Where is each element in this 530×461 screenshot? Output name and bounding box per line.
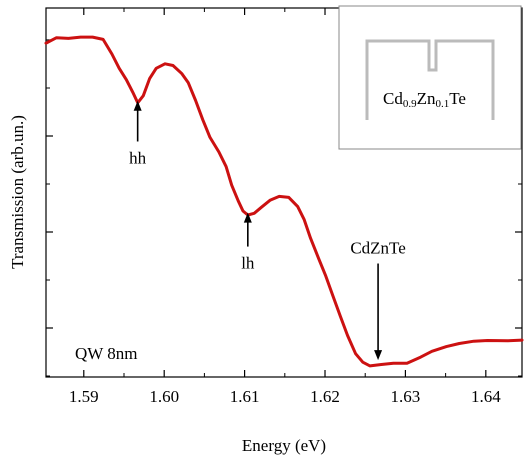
plot-frame (45, 7, 523, 378)
annotation-label: hh (129, 148, 147, 167)
x-axis-label: Energy (eV) (242, 436, 326, 455)
x-tick-label: 1.60 (149, 387, 179, 406)
inner-label: QW 8nm (75, 344, 138, 363)
x-tick-label: 1.63 (391, 387, 421, 406)
x-tick-label: 1.62 (310, 387, 340, 406)
quantum-well-profile (365, 39, 495, 120)
annotation-label: lh (241, 254, 255, 273)
annotation-arrow-head (133, 100, 142, 111)
inset-box: Cd0.9Zn0.1Te (338, 5, 522, 150)
annotation-arrow-head (374, 350, 383, 361)
x-tick-label: 1.61 (230, 387, 260, 406)
y-axis-label: Transmission (arb.un.) (8, 115, 27, 269)
transmission-series-line (44, 35, 524, 368)
x-axis-ticks: 1.59 1.60 1.61 1.62 1.63 1.64 (69, 8, 501, 406)
inset-composition-label: Cd0.9Zn0.1Te (383, 89, 466, 110)
annotation-arrow-head (243, 212, 252, 223)
x-tick-label: 1.64 (471, 387, 501, 406)
x-tick-label: 1.59 (69, 387, 99, 406)
annotations: hh lh CdZnTe (129, 100, 406, 361)
annotation-label: CdZnTe (350, 239, 405, 258)
